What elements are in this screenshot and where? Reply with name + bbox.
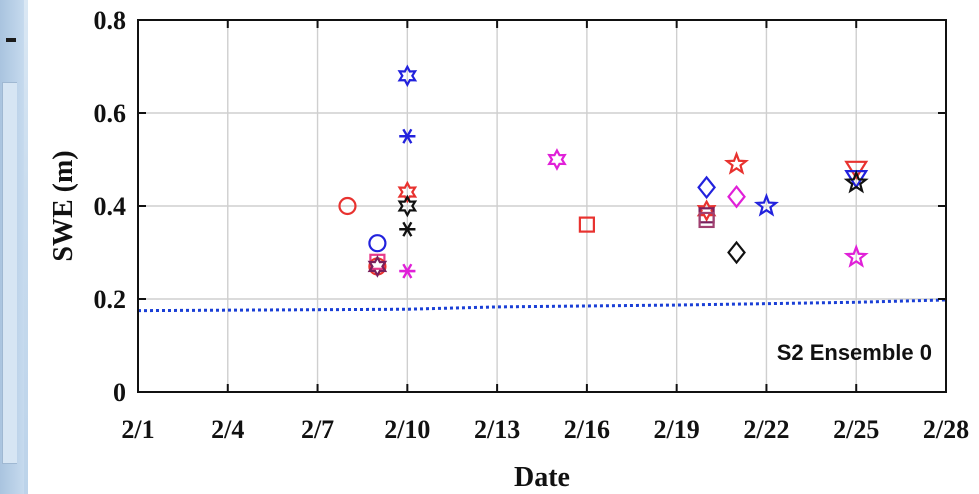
x-tick-label: 2/4 xyxy=(211,415,244,444)
data-point-diamond xyxy=(727,184,746,209)
y-axis-label: SWE (m) xyxy=(48,150,79,261)
data-point-star5 xyxy=(724,151,750,175)
x-axis-label: Date xyxy=(514,462,570,493)
chart-card xyxy=(28,0,979,494)
ticks-layer: 2/1 2/4 2/7 2/10 2/13 2/16 2/19 2/22 2/25 2/28 0 0.… xyxy=(94,6,970,444)
ensemble-annotation: S2 Ensemble 0 xyxy=(777,340,932,365)
data-point-triangle-down xyxy=(844,160,869,180)
x-tick-label: 2/22 xyxy=(743,415,789,444)
x-tick-label: 2/28 xyxy=(923,415,969,444)
x-tick-label: 2/19 xyxy=(654,415,700,444)
baseline-series xyxy=(137,298,947,313)
y-tick-label: 0.8 xyxy=(94,6,127,35)
data-point-circle xyxy=(368,234,387,253)
data-point-star6 xyxy=(367,255,388,278)
y-tick-label: 0 xyxy=(113,378,126,407)
left-background-strip xyxy=(0,0,24,494)
data-point-star5 xyxy=(843,244,869,268)
data-point-star5 xyxy=(753,192,779,217)
points-layer xyxy=(338,64,869,279)
data-point-star6 xyxy=(397,180,418,204)
data-point-star6 xyxy=(696,199,717,222)
x-tick-label: 2/25 xyxy=(833,415,879,444)
data-point-diamond xyxy=(697,175,717,200)
data-point-asterisk xyxy=(399,263,416,279)
grid-layer xyxy=(137,19,947,393)
x-tick-label: 2/7 xyxy=(301,415,334,444)
left-panel-edge xyxy=(2,82,17,464)
data-point-asterisk xyxy=(399,221,416,237)
x-tick-label: 2/10 xyxy=(384,415,430,444)
data-point-star6 xyxy=(547,148,567,171)
x-tick-label: 2/13 xyxy=(474,415,520,444)
data-point-star5 xyxy=(843,169,869,194)
data-point-star6 xyxy=(397,64,418,88)
data-point-diamond xyxy=(727,240,746,265)
data-point-square xyxy=(698,211,715,229)
y-tick-label: 0.6 xyxy=(94,99,127,128)
baseline-layer xyxy=(137,298,947,313)
data-point-asterisk xyxy=(399,128,416,144)
y-tick-label: 0.2 xyxy=(94,285,127,314)
left-dash-mark xyxy=(6,38,16,42)
data-point-square xyxy=(578,216,595,233)
x-tick-label: 2/16 xyxy=(564,415,610,444)
data-point-star6 xyxy=(397,194,418,218)
data-point-circle xyxy=(338,196,357,216)
y-tick-label: 0.4 xyxy=(94,192,127,221)
x-tick-label: 2/1 xyxy=(121,415,154,444)
